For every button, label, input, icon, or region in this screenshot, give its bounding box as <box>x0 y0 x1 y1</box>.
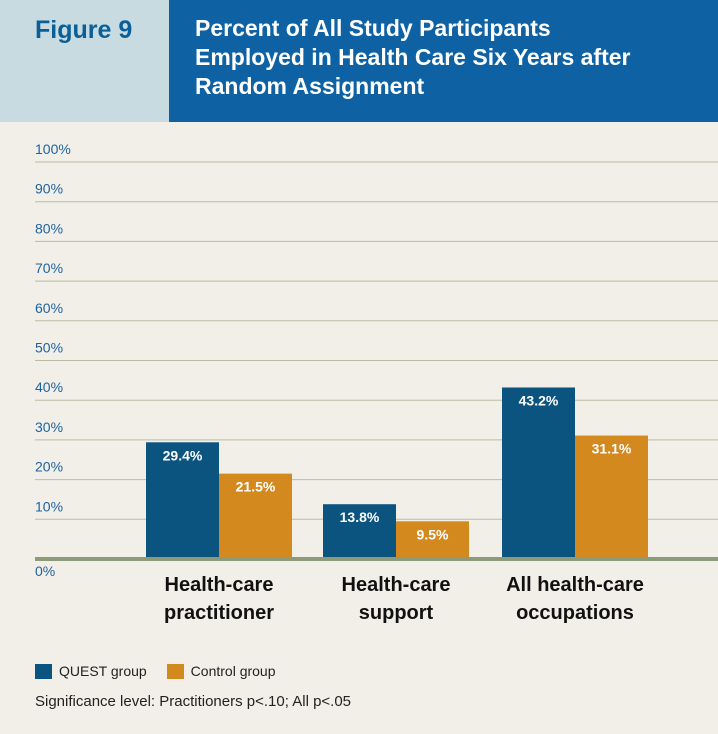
y-tick-label: 70% <box>35 260 63 276</box>
y-tick-label: 10% <box>35 498 63 514</box>
x-category-label: occupations <box>516 602 634 624</box>
y-tick-label: 20% <box>35 459 63 475</box>
bar-chart: 0% 10% 20% 30% 40% 50% 60% 70% 80% 90% 100% 29.4% 13… <box>35 141 718 624</box>
bar-value-label: 31.1% <box>592 441 632 457</box>
bar-control <box>396 521 469 559</box>
y-tick-label: 90% <box>35 181 63 197</box>
legend-label-quest: QUEST group <box>59 663 147 679</box>
x-category-label: Health-care <box>342 574 451 596</box>
y-tick-label: 30% <box>35 419 63 435</box>
bar-control <box>575 435 648 559</box>
bar-quest <box>146 442 219 559</box>
y-tick-label: 40% <box>35 379 63 395</box>
bar-quest <box>502 387 575 559</box>
y-tick-label: 50% <box>35 340 63 356</box>
y-tick-label: 60% <box>35 300 63 316</box>
legend-label-control: Control group <box>190 663 276 679</box>
bar-value-label: 9.5% <box>417 526 449 542</box>
chart-title-line-1: Percent of All Study Participants <box>195 15 551 41</box>
x-category-label: support <box>359 602 434 624</box>
y-tick-label: 80% <box>35 220 63 236</box>
bar-value-label: 13.8% <box>340 509 380 525</box>
chart-title-line-2: Employed in Health Care Six Years after <box>195 44 631 70</box>
x-category-label: Health-care <box>165 574 274 596</box>
bar-value-label: 21.5% <box>236 479 276 495</box>
bar-control <box>219 473 292 559</box>
x-category-label: All health-care <box>506 574 644 596</box>
legend-swatch-quest <box>35 663 52 679</box>
figure-header: Figure 9 Percent of All Study Participan… <box>0 0 718 122</box>
legend-swatch-control <box>166 663 184 679</box>
chart-title-line-3: Random Assignment <box>195 73 425 99</box>
bar-value-label: 29.4% <box>163 447 203 463</box>
chart-title: Percent of All Study Participants Employ… <box>169 0 718 122</box>
bar-quest <box>323 504 396 559</box>
chart-legend: QUEST group Control group <box>35 663 296 679</box>
significance-note: Significance level: Practitioners p<.10;… <box>35 693 352 710</box>
figure-number: Figure 9 <box>0 0 169 122</box>
x-category-label: practitioner <box>164 602 274 624</box>
bar-value-label: 43.2% <box>519 392 559 408</box>
legend-item-control: Control group <box>166 663 276 679</box>
y-tick-label: 0% <box>35 563 55 579</box>
legend-item-quest: QUEST group <box>35 663 147 679</box>
y-tick-label: 100% <box>35 141 71 157</box>
